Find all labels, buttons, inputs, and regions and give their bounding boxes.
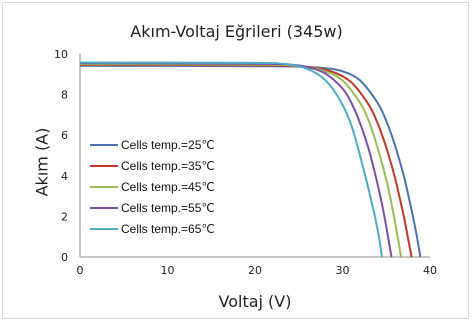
x-tick-label: 0 (77, 264, 84, 277)
y-tick-label: 2 (61, 210, 68, 223)
series-lines (79, 61, 422, 258)
legend-label: Cells temp.=25℃ (121, 138, 215, 152)
axes (79, 54, 430, 258)
x-tick-label: 20 (248, 264, 262, 277)
y-tick-label: 6 (61, 129, 68, 142)
tick-labels: 0 2 4 6 8 10 0 10 20 30 40 (54, 48, 437, 277)
y-tick-label: 10 (54, 48, 68, 61)
legend: Cells temp.=25℃ Cells temp.=35℃ Cells temp… (90, 138, 215, 236)
legend-label: Cells temp.=65℃ (121, 222, 215, 236)
series-line-5 (79, 61, 383, 258)
x-axis-label: Voltaj (V) (218, 292, 292, 311)
legend-label: Cells temp.=55℃ (121, 201, 215, 215)
chart-title: Akım-Voltaj Eğrileri (345w) (130, 22, 343, 41)
y-tick-label: 0 (61, 251, 68, 264)
legend-label: Cells temp.=35℃ (121, 159, 215, 173)
y-tick-label: 8 (61, 89, 68, 102)
x-tick-label: 10 (161, 264, 175, 277)
y-tick-label: 4 (61, 170, 68, 183)
x-tick-label: 40 (423, 264, 437, 277)
x-tick-label: 30 (336, 264, 350, 277)
legend-label: Cells temp.=45℃ (121, 180, 215, 194)
